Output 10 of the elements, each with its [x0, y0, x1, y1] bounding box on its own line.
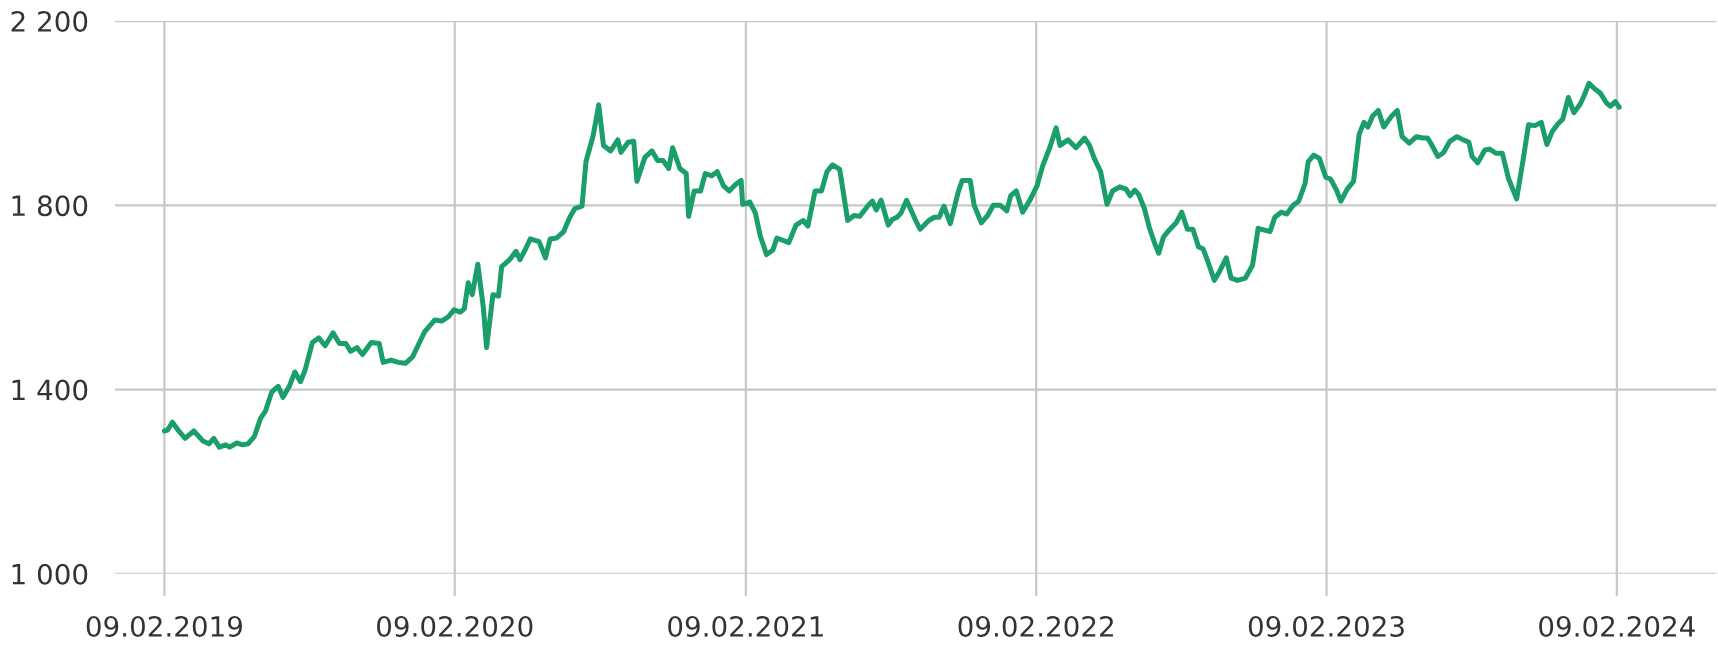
y-tick-label: 1 400 [12, 379, 88, 401]
x-tick-label: 09.02.2024 [1539, 615, 1695, 637]
x-tick-label: 09.02.2021 [668, 615, 823, 637]
x-tick-label: 09.02.2019 [86, 615, 242, 637]
y-tick-label: 1 000 [12, 563, 88, 585]
y-tick-label: 2 200 [11, 10, 88, 32]
x-tick-label: 09.02.2020 [377, 615, 533, 637]
x-tick-label: 09.02.2022 [958, 615, 1113, 637]
y-tick-label: 1 800 [12, 195, 88, 217]
x-tick-label: 09.02.2023 [1248, 615, 1404, 637]
